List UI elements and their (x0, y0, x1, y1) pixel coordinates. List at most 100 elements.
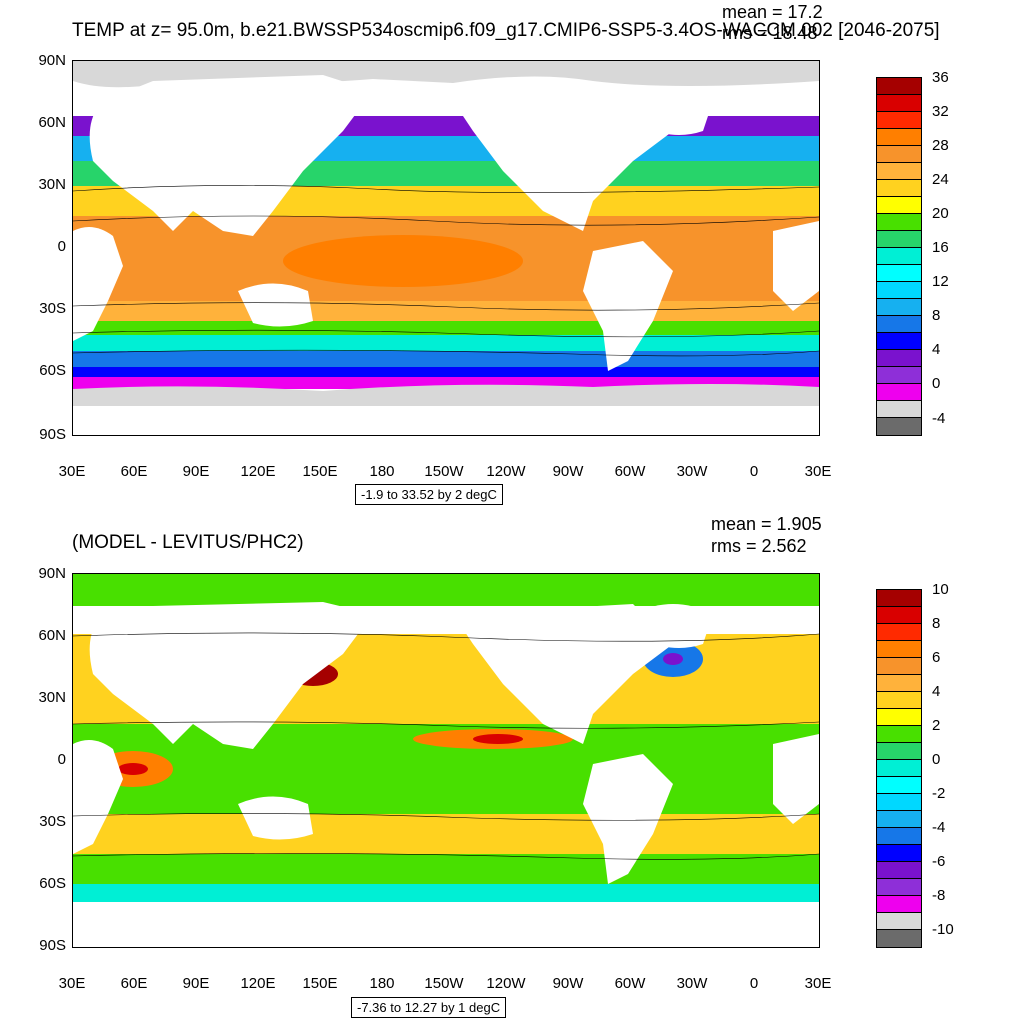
colorbar-swatch (877, 777, 921, 794)
north-america-land (453, 91, 673, 231)
pacific-peak (473, 734, 523, 744)
lat-tick-label: 30N (38, 176, 66, 193)
lat-tick-label: 30S (39, 813, 66, 830)
lon-tick-label: 60E (120, 975, 148, 992)
colorbar-swatch (877, 180, 921, 197)
panel-title: (MODEL - LEVITUS/PHC2) (72, 532, 304, 553)
colorbar-swatch (877, 862, 921, 879)
difference-panel: (MODEL - LEVITUS/PHC2) mean = 1.905 rms … (0, 512, 1024, 1024)
south-america-land (583, 754, 673, 884)
colorbar-label: 32 (932, 103, 949, 120)
lon-tick-label: 120W (486, 975, 526, 992)
greenland-land (633, 604, 713, 648)
band-south-anomaly (73, 814, 819, 854)
contour-line (73, 329, 819, 338)
colorbar-label: 20 (932, 205, 949, 222)
africa-east-land (773, 734, 819, 824)
band-antarctic-anomaly (73, 884, 819, 902)
temperature-panel: TEMP at z= 95.0m, b.e21.BWSSP534oscmip6.… (38, 2, 949, 505)
colorbar-label: 2 (932, 717, 941, 734)
colorbar-label: 4 (932, 683, 941, 700)
colorbar-swatch (877, 675, 921, 692)
panel-title: TEMP at z= 95.0m, b.e21.BWSSP534oscmip6.… (72, 20, 940, 41)
australia-land (238, 283, 313, 327)
colorbar-label: 16 (932, 239, 949, 256)
colorbar-label: 28 (932, 137, 949, 154)
band-southern-ocean (73, 351, 819, 367)
lat-tick-label: 60N (38, 627, 66, 644)
lat-tick-label: 60N (38, 114, 66, 131)
colorbar-swatch (877, 811, 921, 828)
colorbar-label: -10 (932, 921, 954, 938)
colorbar (876, 77, 922, 436)
colorbar-swatch (877, 930, 921, 947)
rms-label: rms = 18.48 (722, 23, 818, 43)
mean-label: mean = 1.905 (711, 514, 822, 534)
lon-tick-label: 150W (424, 975, 464, 992)
contour-line (73, 185, 819, 193)
lon-tick-label: 150E (302, 975, 338, 992)
contour-range-label: -1.9 to 33.52 by 2 degC (355, 484, 503, 505)
lon-tick-label: 60W (614, 463, 646, 480)
colorbar-swatch (877, 692, 921, 709)
band-circumpolar (73, 367, 819, 377)
colorbar-swatch (877, 624, 921, 641)
colorbar-label: -2 (932, 785, 946, 802)
arctic-anomaly (73, 574, 819, 606)
colorbar-label: 10 (932, 581, 949, 598)
colorbar-swatch (877, 333, 921, 350)
colorbar-swatch (877, 299, 921, 316)
colorbar-label: 8 (932, 307, 941, 324)
lat-tick-label: 0 (57, 751, 66, 768)
lat-tick-label: 30N (38, 689, 66, 706)
arabian-sea-peak (118, 763, 148, 775)
band-southern-anomaly (73, 854, 819, 884)
lon-tick-label: 120E (240, 463, 276, 480)
colorbar-swatch (877, 163, 921, 180)
lon-tick-label: 90E (182, 975, 210, 992)
lon-tick-label: 90E (182, 463, 210, 480)
colorbar-swatch (877, 248, 921, 265)
lon-tick-label: 0 (749, 463, 759, 480)
mean-label: mean = 17.2 (722, 2, 823, 22)
colorbar-swatch (877, 590, 921, 607)
polar-blank (73, 406, 819, 435)
colorbar-swatch (877, 282, 921, 299)
lon-tick-label: 30W (676, 463, 708, 480)
colorbar-swatch (877, 129, 921, 146)
lon-tick-label: 30W (676, 975, 708, 992)
australia-land (238, 796, 313, 840)
lon-tick-label: 60E (120, 463, 148, 480)
colorbar-label: 0 (932, 751, 941, 768)
colorbar-swatch (877, 845, 921, 862)
colorbar-swatch (877, 265, 921, 282)
colorbar-swatch (877, 726, 921, 743)
colorbar-label: -4 (932, 410, 946, 427)
lon-tick-label: 60W (614, 975, 646, 992)
contour-line (73, 813, 819, 821)
colorbar-label: 24 (932, 171, 949, 188)
africa-east-land (773, 221, 819, 311)
warm-pool (283, 235, 523, 287)
difference-map (72, 573, 820, 948)
africa-land (73, 227, 123, 341)
lat-tick-label: 30S (39, 300, 66, 317)
lat-tick-label: 90S (39, 937, 66, 954)
contour-lines (73, 632, 819, 860)
contour-line (73, 215, 819, 226)
colorbar-swatch (877, 316, 921, 333)
lat-tick-label: 90S (39, 426, 66, 443)
contour-line (73, 302, 819, 311)
colorbar-swatch (877, 384, 921, 401)
colorbar-label: 12 (932, 273, 949, 290)
contour-lines (73, 185, 819, 357)
colorbar-label: -6 (932, 853, 946, 870)
lat-tick-label: 60S (39, 362, 66, 379)
colorbar-label: 36 (932, 69, 949, 86)
greenland-land (633, 91, 713, 135)
colorbar-swatch (877, 607, 921, 624)
colorbar-swatch (877, 112, 921, 129)
colorbar-swatch (877, 896, 921, 913)
lat-tick-label: 0 (57, 238, 66, 255)
colorbar-swatch (877, 418, 921, 435)
